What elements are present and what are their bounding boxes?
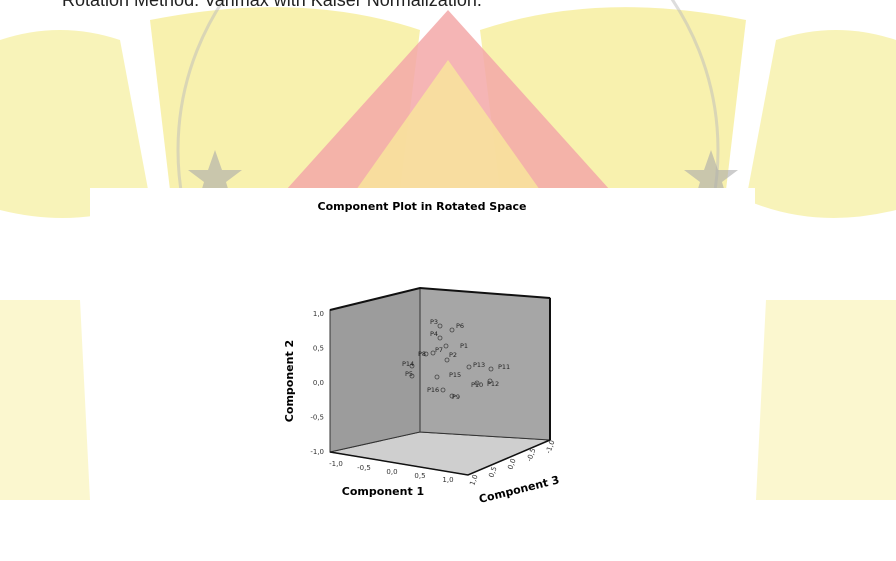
- point-label: P13: [473, 361, 485, 369]
- x-tick-label: 0,0: [386, 468, 397, 476]
- y-tick-label: -1,0: [310, 448, 324, 456]
- data-point: [488, 366, 494, 372]
- z-tick-label: 0,0: [506, 457, 517, 470]
- data-point: [437, 323, 443, 329]
- data-point: [444, 357, 450, 363]
- point-label: P6: [456, 322, 464, 330]
- x-tick-label: -1,0: [329, 460, 343, 468]
- x-tick-label: -0,5: [357, 464, 371, 472]
- data-point: [449, 327, 455, 333]
- point-label: P11: [498, 363, 510, 371]
- point-label: P1: [460, 342, 468, 350]
- point-label: P8: [418, 350, 426, 358]
- box-edge: [329, 439, 551, 476]
- data-point: [423, 351, 429, 357]
- figure-title: Component Plot in Rotated Space: [318, 200, 527, 213]
- x-axis-label: Component 1: [342, 485, 424, 498]
- y-axis-label: Component 2: [283, 340, 296, 422]
- data-point: [409, 363, 415, 369]
- y-tick-label: 0,5: [313, 345, 324, 353]
- point-label: P10: [471, 381, 483, 389]
- y-tick-label: 0,0: [313, 379, 324, 387]
- caption-text: Rotation Method: Varimax with Kaiser Nor…: [62, 0, 482, 10]
- data-point: [443, 343, 449, 349]
- box-edge: [329, 286, 551, 311]
- data-point: [440, 387, 446, 393]
- point-label: P7: [435, 346, 443, 354]
- point-label: P3: [430, 318, 438, 326]
- y-tick-label: -0,5: [310, 414, 324, 422]
- point-label: P14: [402, 360, 414, 368]
- x-tick-label: 0,5: [414, 472, 425, 480]
- data-point: [437, 335, 443, 341]
- data-point: [466, 364, 472, 370]
- point-label: P5: [405, 370, 413, 378]
- point-label: P9: [452, 393, 460, 401]
- x-tick-label: 1,0: [442, 476, 453, 484]
- data-point: [434, 374, 440, 380]
- data-point: [430, 350, 436, 356]
- data-point: [474, 380, 480, 386]
- data-point: [449, 393, 455, 399]
- point-label: P12: [487, 380, 499, 388]
- point-label: P2: [449, 351, 457, 359]
- data-point: [409, 373, 415, 379]
- y-tick-label: 1,0: [313, 310, 324, 318]
- data-point: [487, 378, 493, 384]
- point-label: P15: [449, 371, 461, 379]
- z-tick-label: 0,5: [487, 465, 498, 478]
- point-label: P16: [427, 386, 439, 394]
- point-label: P4: [430, 330, 438, 338]
- z-tick-label: 1,0: [468, 473, 479, 486]
